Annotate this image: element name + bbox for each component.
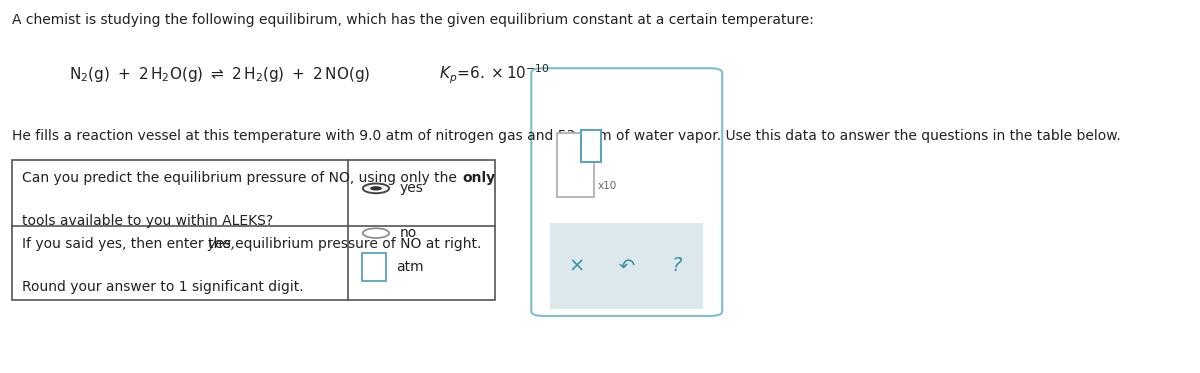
Text: $K_p\!=\!6.\times 10^{-10}$: $K_p\!=\!6.\times 10^{-10}$	[439, 63, 550, 86]
Text: x10: x10	[598, 181, 617, 191]
Text: yes,: yes,	[208, 237, 236, 251]
Text: no: no	[400, 226, 416, 240]
Text: If you said: If you said	[23, 237, 98, 251]
Bar	[12, 160, 494, 300]
Text: tools available to you within ALEKS?: tools available to you within ALEKS?	[23, 214, 274, 228]
Circle shape	[370, 186, 382, 191]
Bar	[581, 130, 601, 162]
Text: He fills a reaction vessel at this temperature with 9.0 atm of nitrogen gas and : He fills a reaction vessel at this tempe…	[12, 129, 1121, 143]
Text: only: only	[462, 171, 496, 185]
Bar	[557, 134, 594, 197]
Circle shape	[362, 184, 389, 193]
FancyBboxPatch shape	[532, 68, 722, 316]
Text: Can you predict the equilibrium pressure of NO, using only the: Can you predict the equilibrium pressure…	[23, 171, 457, 185]
Bar	[551, 223, 703, 309]
Text: A chemist is studying the following equilibirum, which has the given equilibrium: A chemist is studying the following equi…	[12, 13, 814, 27]
Text: ?: ?	[672, 256, 682, 275]
Text: ×: ×	[569, 256, 584, 275]
Text: If you said yes, then enter the equilibrium pressure of NO at right.: If you said yes, then enter the equilibr…	[23, 237, 481, 251]
Text: ↶: ↶	[618, 256, 635, 275]
Text: atm: atm	[396, 260, 424, 274]
Bar	[362, 253, 386, 281]
Circle shape	[362, 228, 389, 238]
Text: $\mathrm{N_2(g)\ +\ 2\,H_2O(g)\ \rightleftharpoons\ 2\,H_2(g)\ +\ 2\,NO(g)}$: $\mathrm{N_2(g)\ +\ 2\,H_2O(g)\ \rightle…	[68, 65, 370, 84]
Text: Can you predict the equilibrium pressure of NO, using: Can you predict the equilibrium pressure…	[23, 171, 401, 185]
Text: If you said yes,: If you said yes,	[23, 237, 126, 251]
Text: yes: yes	[400, 181, 424, 195]
Text: Round your answer to 1 significant digit.: Round your answer to 1 significant digit…	[23, 280, 304, 294]
